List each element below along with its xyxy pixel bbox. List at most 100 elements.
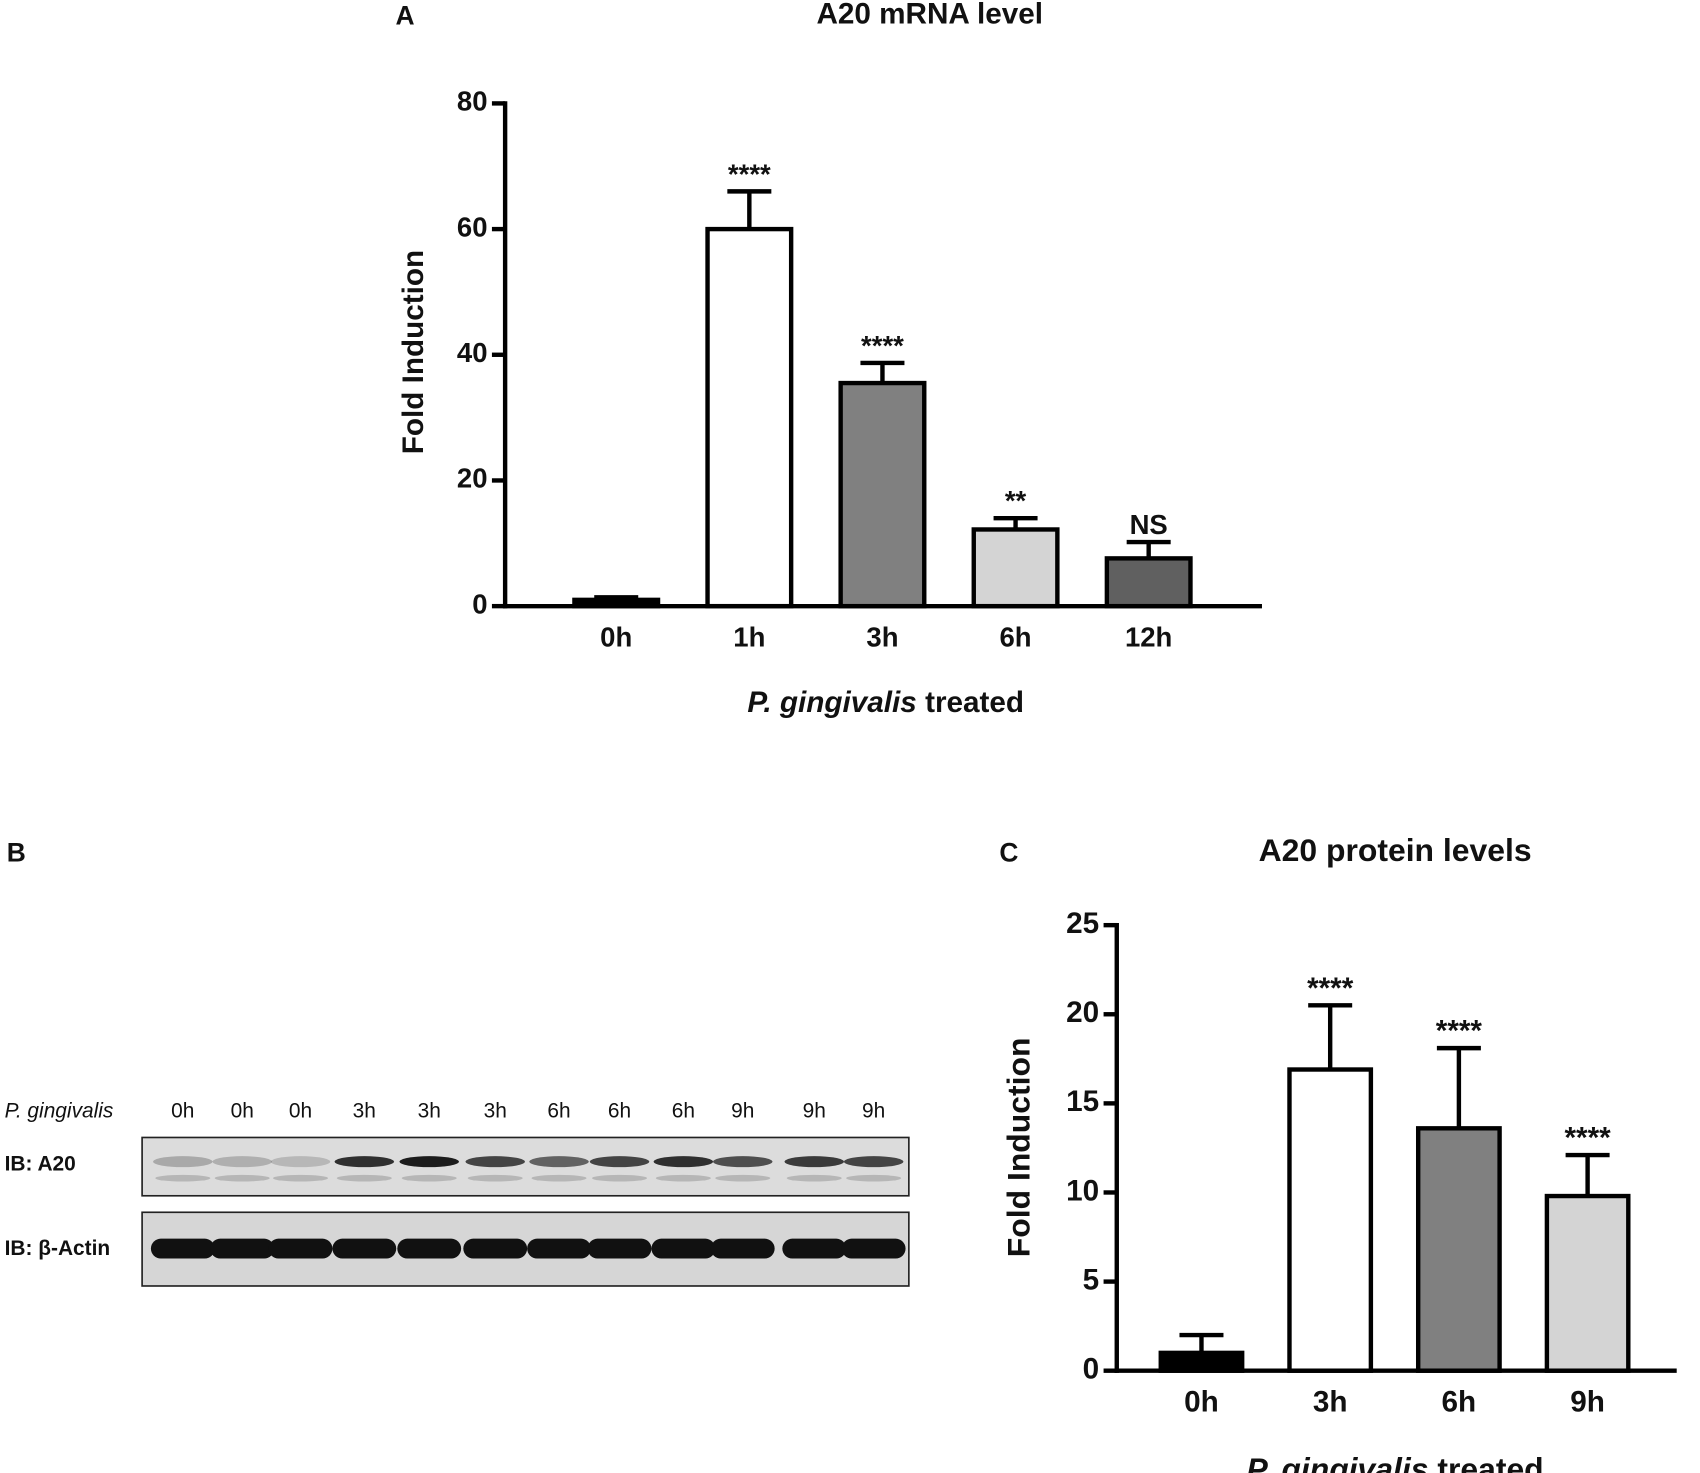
x-tick-label: 9h: [1570, 1386, 1605, 1419]
significance-label: ****: [1564, 1121, 1611, 1154]
lane-label: 9h: [862, 1100, 885, 1123]
treatment-label: P. gingivalis: [5, 1100, 114, 1123]
y-axis-label: Fold Induction: [1000, 1038, 1036, 1258]
band: [332, 1238, 397, 1259]
significance-label: **: [1005, 485, 1027, 516]
chart-title: A20 mRNA level: [816, 0, 1043, 30]
significance-label: NS: [1130, 509, 1168, 540]
panel-label: A: [395, 1, 414, 31]
row-label: IB: A20: [5, 1152, 76, 1175]
band: [153, 1156, 213, 1168]
y-tick-label: 0: [1083, 1353, 1100, 1386]
bar: [1544, 1193, 1631, 1373]
band: [397, 1238, 462, 1259]
y-tick-label: 20: [1066, 996, 1099, 1029]
band: [214, 1174, 270, 1182]
lane-label: 3h: [418, 1100, 441, 1123]
band: [651, 1238, 716, 1259]
y-tick-label: 40: [457, 337, 488, 368]
chart-title: A20 protein levels: [1259, 832, 1532, 868]
lane-label: 9h: [731, 1100, 754, 1123]
lane-label: 0h: [231, 1100, 254, 1123]
x-tick-label: 0h: [600, 621, 632, 652]
significance-label: ****: [861, 330, 904, 361]
x-tick-label: 1h: [733, 621, 765, 652]
panel-label: C: [999, 838, 1018, 868]
x-tick-label: 3h: [866, 621, 898, 652]
band: [401, 1174, 457, 1182]
band: [399, 1156, 459, 1168]
y-tick-label: 5: [1083, 1263, 1100, 1296]
lane-label: 0h: [289, 1100, 312, 1123]
bar: [1287, 1067, 1374, 1373]
y-tick-label: 20: [457, 463, 488, 494]
band: [155, 1174, 211, 1182]
bar: [705, 226, 794, 609]
x-axis-label-part: treated: [1428, 1451, 1543, 1473]
x-tick-label: 0h: [1184, 1386, 1219, 1419]
significance-label: ****: [1436, 1015, 1483, 1048]
band: [150, 1238, 215, 1259]
band: [268, 1238, 333, 1259]
band: [843, 1156, 904, 1168]
y-tick-label: 80: [457, 86, 488, 117]
band: [653, 1156, 714, 1168]
band: [529, 1156, 589, 1168]
band: [592, 1174, 648, 1182]
y-tick-label: 60: [457, 211, 488, 242]
lane-label: 9h: [803, 1100, 826, 1123]
band: [841, 1238, 906, 1259]
band: [784, 1156, 844, 1168]
band: [465, 1156, 525, 1168]
y-tick-label: 25: [1066, 907, 1099, 940]
significance-label: ****: [1307, 972, 1354, 1005]
y-axis-label: Fold Induction: [397, 250, 430, 454]
y-tick-label: 15: [1066, 1085, 1099, 1118]
band: [786, 1174, 842, 1182]
band: [587, 1238, 652, 1259]
x-tick-label: 12h: [1125, 621, 1172, 652]
panel-label: B: [7, 838, 26, 868]
lane-label: 6h: [608, 1100, 631, 1123]
bar: [838, 380, 927, 609]
band: [334, 1156, 395, 1168]
band: [531, 1174, 587, 1182]
x-axis-label-part: P. gingivalis: [1247, 1451, 1429, 1473]
lane-label: 6h: [547, 1100, 570, 1123]
y-tick-label: 10: [1066, 1174, 1099, 1207]
band: [463, 1238, 528, 1259]
band: [273, 1174, 329, 1182]
western-blot: B P. gingivalis IB: A20 IB: β-Actin: [5, 838, 910, 1287]
band: [212, 1156, 272, 1168]
row-label: IB: β-Actin: [5, 1237, 111, 1260]
lane-label: 0h: [171, 1100, 194, 1123]
x-axis-label-part: P. gingivalis: [747, 686, 916, 719]
band: [210, 1238, 275, 1259]
x-axis-label: P. gingivalis treated: [747, 686, 1024, 719]
band: [782, 1238, 847, 1259]
lane-label: 3h: [484, 1100, 507, 1123]
band: [713, 1156, 773, 1168]
x-tick-label: 6h: [1442, 1386, 1477, 1419]
blot-panel: [141, 1136, 910, 1197]
band: [589, 1156, 650, 1168]
band: [467, 1174, 523, 1182]
lane-label: 3h: [353, 1100, 376, 1123]
band: [270, 1156, 331, 1168]
y-tick-label: 0: [472, 588, 487, 619]
bar: [971, 527, 1060, 609]
bar: [1158, 1350, 1245, 1373]
x-axis-label: P. gingivalis treated: [1247, 1451, 1544, 1473]
x-tick-label: 6h: [1000, 621, 1032, 652]
band: [710, 1238, 775, 1259]
band: [336, 1174, 392, 1182]
significance-label: ****: [728, 158, 771, 189]
band: [846, 1174, 902, 1182]
x-axis-label-part: treated: [917, 686, 1024, 719]
band: [655, 1174, 711, 1182]
band: [527, 1238, 591, 1259]
lane-label: 6h: [672, 1100, 695, 1123]
x-tick-label: 3h: [1313, 1386, 1348, 1419]
band: [715, 1174, 771, 1182]
